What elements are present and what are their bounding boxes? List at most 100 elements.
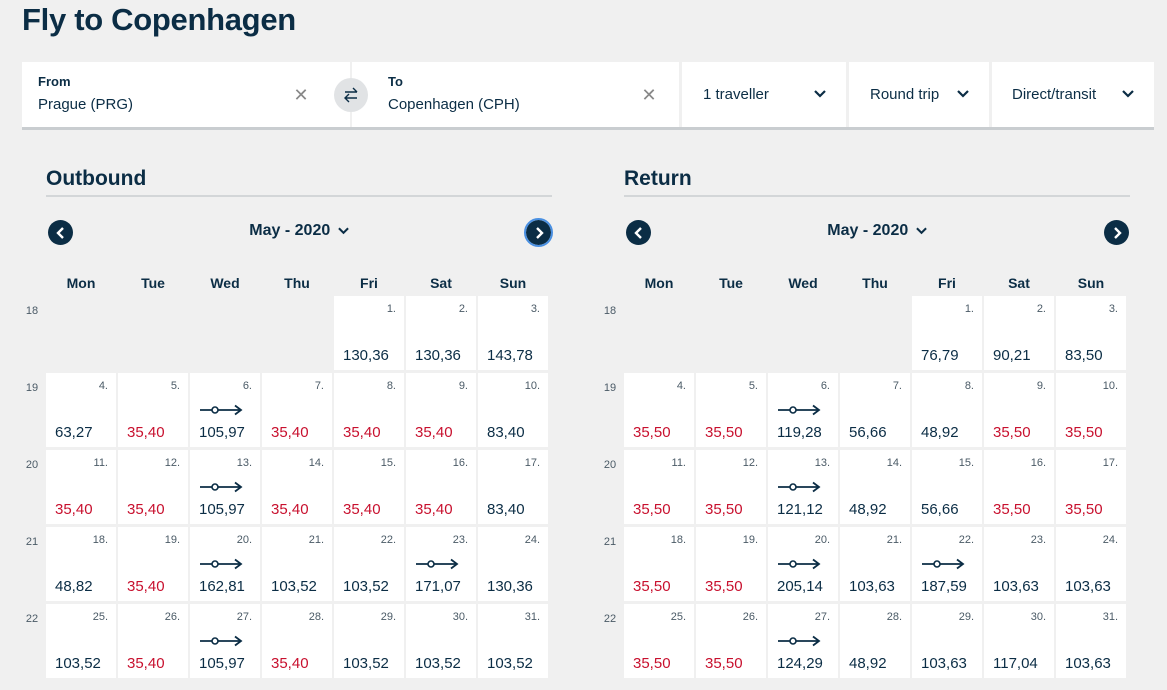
- day-cell[interactable]: 31. 103,63: [1056, 604, 1126, 678]
- day-cell[interactable]: 8. 48,92: [912, 373, 982, 447]
- day-cell[interactable]: 13. 105,97: [190, 450, 260, 524]
- day-cell[interactable]: 14. 35,40: [262, 450, 332, 524]
- day-cell[interactable]: 15. 35,40: [334, 450, 404, 524]
- day-cell[interactable]: 7. 56,66: [840, 373, 910, 447]
- weekday-header: Mon: [66, 275, 96, 291]
- day-price: 117,04: [993, 655, 1038, 672]
- day-cell[interactable]: 31. 103,52: [478, 604, 548, 678]
- day-cell[interactable]: 12. 35,40: [118, 450, 188, 524]
- trip-type-dropdown[interactable]: Round trip: [849, 62, 989, 127]
- travellers-dropdown[interactable]: 1 traveller: [682, 62, 846, 127]
- to-value[interactable]: Copenhagen (CPH): [388, 96, 520, 113]
- return-month-select[interactable]: May - 2020: [578, 222, 1167, 240]
- day-cell[interactable]: 11. 35,50: [624, 450, 694, 524]
- day-cell[interactable]: 12. 35,50: [696, 450, 766, 524]
- return-heading: Return: [624, 167, 1130, 197]
- day-cell[interactable]: 3. 143,78: [478, 296, 548, 370]
- day-price: 162,81: [199, 578, 245, 595]
- day-cell[interactable]: 26. 35,40: [118, 604, 188, 678]
- day-cell[interactable]: 28. 35,40: [262, 604, 332, 678]
- day-cell[interactable]: 4. 63,27: [46, 373, 116, 447]
- day-cell[interactable]: 27. 105,97: [190, 604, 260, 678]
- day-cell[interactable]: 2. 90,21: [984, 296, 1054, 370]
- day-cell[interactable]: 24. 130,36: [478, 527, 548, 601]
- day-cell[interactable]: 1. 130,36: [334, 296, 404, 370]
- swap-airports-button[interactable]: [334, 78, 368, 112]
- to-label: To: [388, 74, 403, 89]
- day-cell[interactable]: 29. 103,52: [334, 604, 404, 678]
- day-cell[interactable]: 7. 35,40: [262, 373, 332, 447]
- day-cell[interactable]: 25. 103,52: [46, 604, 116, 678]
- day-cell[interactable]: 16. 35,40: [406, 450, 476, 524]
- from-value[interactable]: Prague (PRG): [38, 96, 134, 113]
- day-cell[interactable]: 16. 35,50: [984, 450, 1054, 524]
- day-cell[interactable]: 8. 35,40: [334, 373, 404, 447]
- return-prev-month-button[interactable]: [626, 220, 651, 245]
- day-cell[interactable]: 6. 105,97: [190, 373, 260, 447]
- day-cell[interactable]: 2. 130,36: [406, 296, 476, 370]
- day-cell[interactable]: 5. 35,50: [696, 373, 766, 447]
- day-price: 35,50: [705, 578, 743, 595]
- day-cell[interactable]: 21. 103,52: [262, 527, 332, 601]
- outbound-prev-month-button[interactable]: [48, 220, 73, 245]
- day-number: 27.: [814, 611, 830, 623]
- day-price: 124,29: [777, 655, 823, 672]
- return-next-month-button[interactable]: [1104, 220, 1129, 245]
- day-cell[interactable]: 20. 205,14: [768, 527, 838, 601]
- day-price: 63,27: [55, 424, 93, 441]
- outbound-next-month-button[interactable]: [524, 218, 553, 247]
- day-cell[interactable]: 21. 103,63: [840, 527, 910, 601]
- day-cell[interactable]: 11. 35,40: [46, 450, 116, 524]
- day-cell[interactable]: 9. 35,40: [406, 373, 476, 447]
- day-price: 35,50: [1065, 424, 1103, 441]
- day-cell[interactable]: 22. 187,59: [912, 527, 982, 601]
- day-cell[interactable]: 18. 35,50: [624, 527, 694, 601]
- day-number: 20.: [236, 534, 252, 546]
- day-number: 31.: [1102, 611, 1118, 623]
- day-cell[interactable]: 3. 83,50: [1056, 296, 1126, 370]
- day-cell[interactable]: 29. 103,63: [912, 604, 982, 678]
- day-cell[interactable]: 10. 35,50: [1056, 373, 1126, 447]
- day-cell[interactable]: 15. 56,66: [912, 450, 982, 524]
- day-price: 130,36: [487, 578, 533, 595]
- day-cell[interactable]: 26. 35,50: [696, 604, 766, 678]
- to-field[interactable]: To Copenhagen (CPH) ✕: [352, 62, 679, 127]
- from-field[interactable]: From Prague (PRG) ✕: [22, 62, 350, 127]
- connection-dropdown[interactable]: Direct/transit: [992, 62, 1154, 127]
- day-cell[interactable]: 24. 103,63: [1056, 527, 1126, 601]
- day-cell[interactable]: 30. 117,04: [984, 604, 1054, 678]
- day-number: 24.: [1102, 534, 1118, 546]
- day-cell[interactable]: 25. 35,50: [624, 604, 694, 678]
- day-cell[interactable]: 1. 76,79: [912, 296, 982, 370]
- clear-from-icon[interactable]: ✕: [293, 85, 309, 105]
- day-number: 4.: [676, 380, 686, 392]
- day-cell[interactable]: 14. 48,92: [840, 450, 910, 524]
- day-number: 6.: [242, 380, 252, 392]
- day-number: 20.: [814, 534, 830, 546]
- day-cell[interactable]: 27. 124,29: [768, 604, 838, 678]
- day-cell[interactable]: 30. 103,52: [406, 604, 476, 678]
- day-number: 30.: [452, 611, 468, 623]
- day-cell[interactable]: 20. 162,81: [190, 527, 260, 601]
- day-cell[interactable]: 28. 48,92: [840, 604, 910, 678]
- day-price: 35,50: [705, 424, 743, 441]
- weekday-header: Fri: [360, 275, 378, 291]
- day-number: 13.: [814, 457, 830, 469]
- day-cell[interactable]: 4. 35,50: [624, 373, 694, 447]
- day-cell[interactable]: 23. 171,07: [406, 527, 476, 601]
- day-cell[interactable]: 18. 48,82: [46, 527, 116, 601]
- day-cell[interactable]: 22. 103,52: [334, 527, 404, 601]
- day-cell[interactable]: 19. 35,50: [696, 527, 766, 601]
- day-cell[interactable]: 23. 103,63: [984, 527, 1054, 601]
- day-cell[interactable]: 5. 35,40: [118, 373, 188, 447]
- day-cell[interactable]: 17. 35,50: [1056, 450, 1126, 524]
- day-cell[interactable]: 17. 83,40: [478, 450, 548, 524]
- day-cell[interactable]: 9. 35,50: [984, 373, 1054, 447]
- day-cell[interactable]: 19. 35,40: [118, 527, 188, 601]
- outbound-month-select[interactable]: May - 2020: [0, 222, 598, 240]
- day-cell[interactable]: 6. 119,28: [768, 373, 838, 447]
- day-price: 35,40: [343, 501, 381, 518]
- clear-to-icon[interactable]: ✕: [641, 85, 657, 105]
- day-cell[interactable]: 10. 83,40: [478, 373, 548, 447]
- day-cell[interactable]: 13. 121,12: [768, 450, 838, 524]
